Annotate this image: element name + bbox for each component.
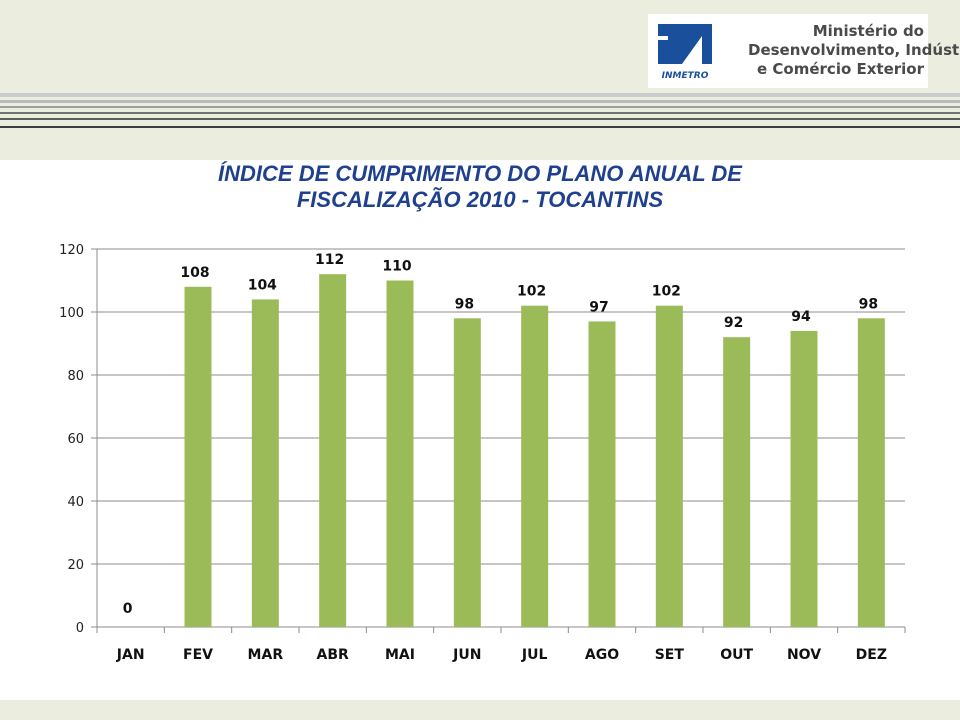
y-tick-label: 20 <box>67 558 84 573</box>
x-tick-label: JUL <box>521 647 548 663</box>
bar <box>319 274 347 627</box>
data-label: 97 <box>589 299 608 315</box>
x-tick-label: MAR <box>248 647 284 663</box>
bar <box>184 286 212 627</box>
x-tick-label: NOV <box>787 647 821 663</box>
ministry-name: Ministério do Desenvolvimento, Indústria… <box>748 22 960 79</box>
data-label: 94 <box>791 309 811 325</box>
y-tick-label: 60 <box>67 432 84 447</box>
ministry-line-3: e Comércio Exterior <box>757 60 924 78</box>
bar <box>453 318 481 627</box>
data-label: 0 <box>123 601 133 617</box>
x-tick-label: OUT <box>720 647 753 663</box>
ministry-line-1: Ministério do <box>812 22 924 40</box>
data-label: 104 <box>248 277 277 293</box>
y-tick-label: 120 <box>59 243 84 258</box>
ministry-line-2: Desenvolvimento, Indústria <box>748 41 960 59</box>
data-label: 112 <box>315 252 344 268</box>
x-tick-label: SET <box>655 647 685 663</box>
inmetro-logo-icon: INMETRO <box>652 18 718 84</box>
chart-title-line-2: FISCALIZAÇÃO 2010 - TOCANTINS <box>296 187 664 212</box>
y-tick-label: 40 <box>67 495 84 510</box>
chart-title-line-1: ÍNDICE DE CUMPRIMENTO DO PLANO ANUAL DE <box>218 161 742 186</box>
bar <box>790 330 818 627</box>
x-tick-label: FEV <box>183 647 213 663</box>
data-label: 102 <box>652 284 681 300</box>
chart-title: ÍNDICE DE CUMPRIMENTO DO PLANO ANUAL DE … <box>0 161 960 213</box>
bar <box>655 305 683 627</box>
y-tick-label: 0 <box>76 621 84 636</box>
data-label: 98 <box>455 296 474 312</box>
bar <box>521 305 549 627</box>
x-tick-label: ABR <box>317 647 350 663</box>
data-label: 98 <box>859 296 878 312</box>
bar <box>588 321 616 627</box>
bar <box>857 318 885 627</box>
footer-band <box>0 700 960 720</box>
x-tick-label: AGO <box>585 647 619 663</box>
inmetro-brand-text: INMETRO <box>662 71 709 81</box>
y-tick-label: 80 <box>67 369 84 384</box>
data-label: 108 <box>180 265 209 281</box>
x-tick-label: JUN <box>452 647 481 663</box>
bar <box>723 337 751 627</box>
data-label: 92 <box>724 315 743 331</box>
x-tick-label: MAI <box>385 647 415 663</box>
bar <box>251 299 279 627</box>
x-tick-label: DEZ <box>856 647 887 663</box>
x-tick-label: JAN <box>116 647 145 663</box>
data-label: 110 <box>382 259 411 275</box>
bar <box>386 280 414 627</box>
ministry-logo: INMETRO Ministério do Desenvolvimento, I… <box>648 14 960 88</box>
header-rules <box>0 93 960 133</box>
y-tick-label: 100 <box>59 306 84 321</box>
data-label: 102 <box>517 284 546 300</box>
